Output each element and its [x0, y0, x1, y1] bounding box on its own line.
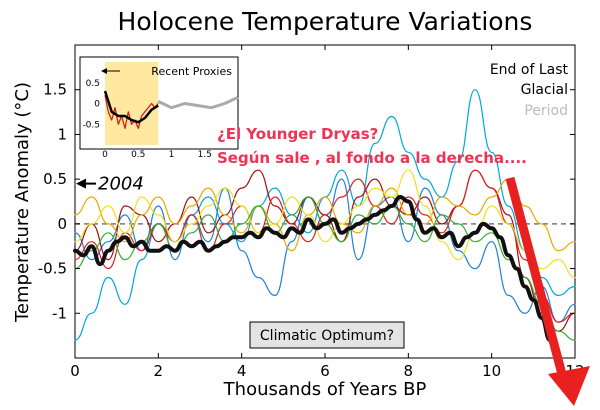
inset-gray-series: [157, 95, 239, 110]
series-layer: [73, 89, 576, 360]
y-tick-label: -1: [52, 304, 67, 322]
legend-line-2: Glacial: [521, 82, 568, 98]
y-tick-label: 0: [57, 215, 67, 233]
marker-2004: 2004: [76, 174, 144, 195]
inset-arrow-head: [101, 68, 107, 74]
climatic-optimum-rect: [249, 321, 405, 349]
inset-y-tick-label: 0: [94, 100, 100, 110]
annotation-younger-dryas: ¿El Younger Dryas?: [217, 125, 378, 143]
inset-title: Recent Proxies: [151, 65, 232, 78]
legend-line-3: Period: [524, 103, 568, 119]
climatic-optimum-label: Climatic Optimum?: [260, 328, 394, 344]
inset-series: [103, 90, 239, 129]
legend-line-1: End of Last: [490, 62, 569, 78]
inset-ticks: 0 0.5 1 1.5 0.5 0 -0.5: [82, 79, 211, 160]
y-axis-label: Temperature Anomaly (°C): [12, 82, 33, 323]
inset-y-tick-label: 0.5: [86, 79, 100, 89]
chart-title: Holocene Temperature Variations: [118, 7, 533, 36]
y-tick-label: 1.5: [43, 81, 67, 99]
marker-2004-arrow-head: [76, 178, 86, 189]
x-tick-label: 8: [404, 362, 414, 380]
inset-black-series: [103, 90, 159, 124]
y-axis-ticks: -1 -0.5 0 0.5 1 1.5: [38, 81, 575, 322]
red-arrow: [505, 176, 590, 406]
x-tick-label: 0: [70, 362, 80, 380]
inset-x-tick-label: 1.5: [198, 150, 212, 160]
red-arrow-head: [548, 366, 590, 406]
inset-x-tick-label: 1: [169, 150, 175, 160]
recent-proxies-inset: 0 0.5 1 1.5 0.5 0 -0.5 Recent Proxies: [79, 56, 239, 160]
x-tick-label: 10: [482, 362, 501, 380]
inset-x-tick-label: 0.5: [131, 150, 145, 160]
climatic-optimum-box: Climatic Optimum?: [249, 321, 405, 349]
inset-x-tick-label: 0: [102, 150, 108, 160]
inset-highlight-band: [105, 62, 159, 145]
series-line-8: [73, 195, 561, 360]
marker-2004-label: 2004: [98, 174, 144, 195]
series-line-6: [74, 169, 576, 279]
y-tick-label: 1: [57, 125, 67, 143]
series-line-5: [74, 178, 576, 252]
x-tick-label: 4: [237, 362, 247, 380]
x-tick-label: 6: [320, 362, 330, 380]
x-tick-label: 2: [154, 362, 164, 380]
annotation-segun-sale: Según sale , al fondo a la derecha....: [217, 149, 527, 167]
y-tick-label: 0.5: [43, 170, 67, 188]
x-axis-label: Thousands of Years BP: [223, 379, 427, 400]
inset-y-tick-label: -0.5: [82, 120, 100, 130]
red-arrow-shaft: [505, 176, 568, 380]
y-tick-label: -0.5: [38, 260, 67, 278]
